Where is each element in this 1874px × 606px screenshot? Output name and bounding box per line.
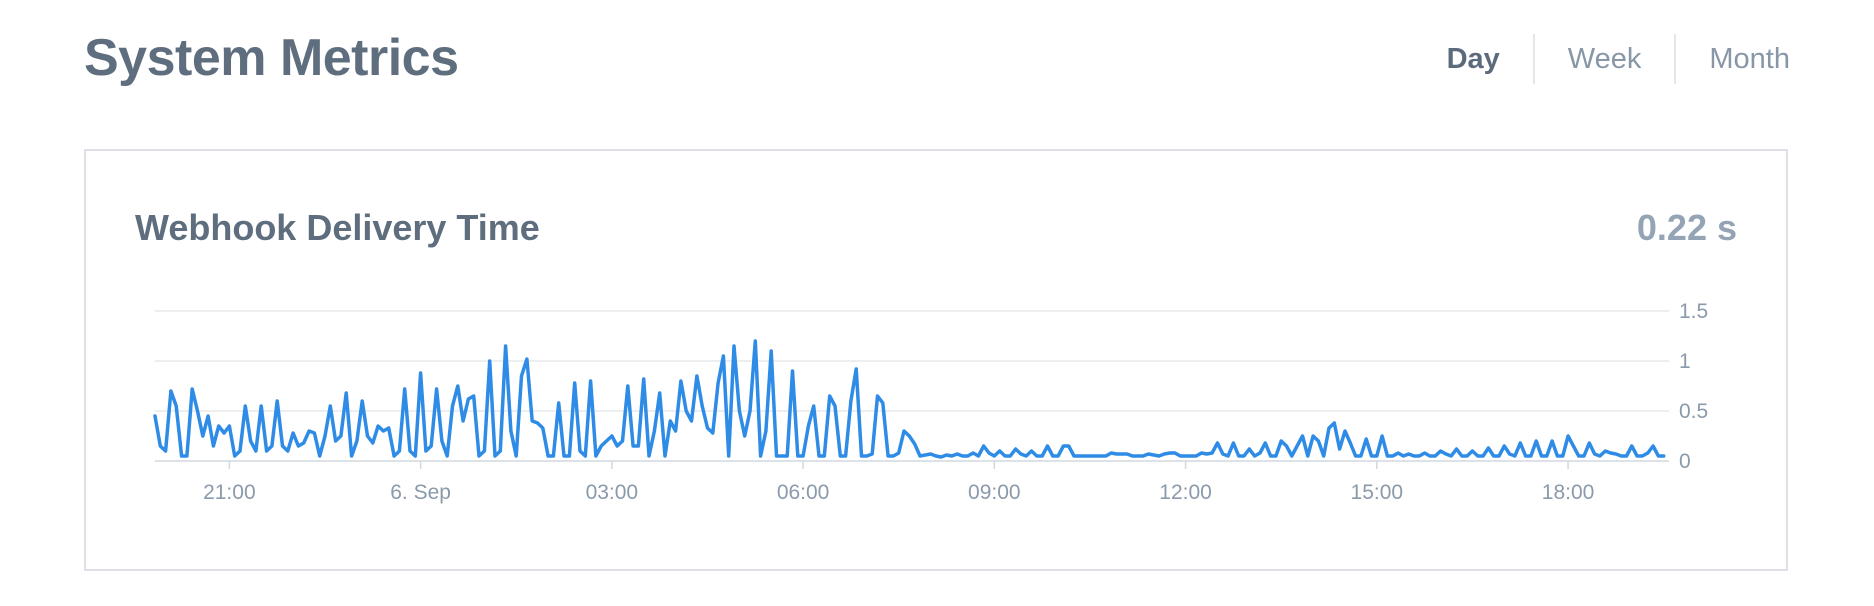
tab-day[interactable]: Day [1446,43,1500,75]
x-tick-label: 18:00 [1542,481,1595,504]
y-tick-label: 1 [1679,350,1691,373]
x-tick-label: 06:00 [777,481,830,504]
current-value: 0.22 s [1636,207,1737,248]
tab-month[interactable]: Month [1674,34,1790,84]
x-tick-label: 15:00 [1351,481,1404,504]
page-title: System Metrics [84,29,459,87]
x-tick-label: 03:00 [586,481,639,504]
card-title: Webhook Delivery Time [135,207,540,248]
y-tick-label: 0.5 [1679,400,1708,423]
x-tick-label: 12:00 [1159,481,1212,504]
y-tick-label: 1.5 [1679,300,1708,323]
series-line [153,339,1666,459]
tab-week[interactable]: Week [1532,34,1675,84]
x-tick-label: 09:00 [968,481,1021,504]
y-tick-label: 0 [1679,450,1691,473]
line-chart: 0 0.5 1 1.5 21:00 6. Sep 03:00 06:00 09:00 12:00 1… [153,300,1708,504]
x-tick-label: 21:00 [203,481,256,504]
x-tick-label: 6. Sep [390,481,451,504]
metric-card: Webhook Delivery Time 0.22 s 0 0.5 1 1.5 21:… [84,149,1788,571]
time-range-tabs: Day Week Month [1414,34,1790,84]
